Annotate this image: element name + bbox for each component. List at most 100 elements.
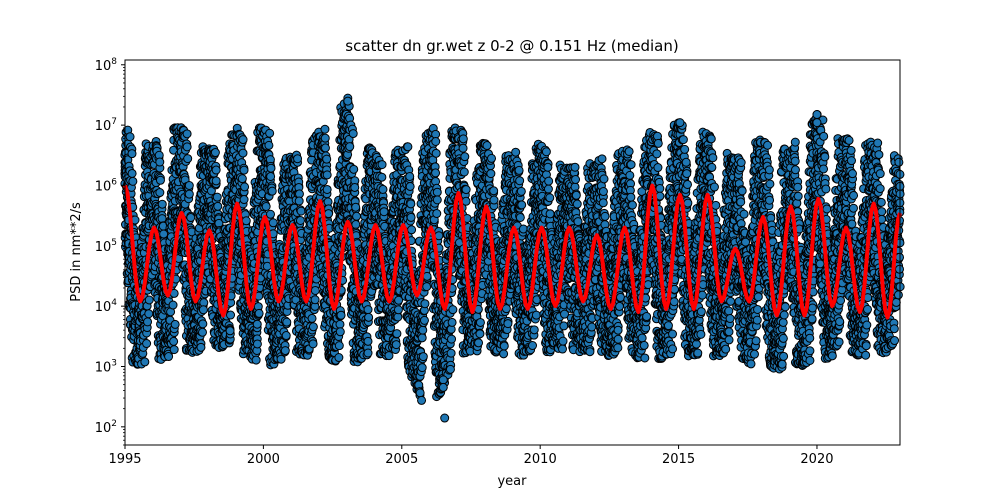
scatter-point — [308, 322, 318, 332]
scatter-point — [184, 180, 194, 190]
scatter-point — [265, 128, 275, 138]
scatter-point — [447, 334, 457, 344]
scatter-point — [155, 188, 165, 198]
scatter-point — [226, 310, 236, 320]
scatter-point — [393, 305, 403, 315]
scatter-point — [225, 326, 235, 336]
scatter-point — [417, 395, 427, 405]
scatter-point — [144, 295, 154, 305]
scatter-point — [392, 329, 402, 339]
scatter-point — [334, 353, 344, 363]
scatter-point — [127, 168, 137, 178]
scatter-point — [252, 339, 262, 349]
scatter-point — [324, 209, 334, 219]
scatter-point — [198, 305, 208, 315]
scatter-point — [391, 340, 401, 350]
scatter-point — [264, 140, 274, 150]
scatter-point — [140, 357, 150, 367]
scatter-point — [459, 167, 469, 177]
scatter-point — [364, 312, 374, 322]
scatter-point — [377, 172, 387, 182]
scatter-point — [169, 345, 179, 355]
scatter-point — [196, 342, 206, 352]
scatter-point — [351, 202, 361, 212]
scatter-point — [446, 348, 456, 358]
scatter-point — [254, 308, 264, 318]
scatter-point — [336, 310, 346, 320]
scatter-point — [431, 136, 441, 146]
scatter-point — [348, 129, 358, 139]
scatter-point — [266, 163, 276, 173]
scatter-point — [322, 154, 332, 164]
scatter-point — [142, 339, 152, 349]
scatter-point — [461, 196, 471, 206]
scatter-point — [186, 213, 196, 223]
scatter-point — [445, 364, 455, 374]
scatter-point — [461, 185, 471, 195]
scatter-point — [159, 229, 169, 239]
scatter-point — [335, 327, 345, 337]
scatter-point — [320, 143, 330, 153]
scatter-point — [363, 336, 373, 346]
scatter-point — [322, 184, 332, 194]
scatter-point — [352, 211, 362, 221]
scatter-point — [322, 170, 332, 180]
scatter-point — [183, 154, 193, 164]
scatter-point — [406, 212, 416, 222]
scatter-point — [377, 160, 387, 170]
scatter-point — [310, 295, 320, 305]
scatter-point — [405, 181, 415, 191]
scatter-point — [127, 149, 137, 159]
scatter-point — [294, 196, 304, 206]
scatter-point — [239, 195, 249, 205]
scatter-point — [276, 354, 286, 364]
scatter-point — [295, 215, 305, 225]
scatter-point — [293, 154, 303, 164]
scatter-point — [144, 309, 154, 319]
scatter-point — [335, 319, 345, 329]
scatter-point — [334, 341, 344, 351]
scatter-point — [417, 333, 427, 343]
scatter-point — [261, 202, 271, 212]
scatter-point — [350, 182, 360, 192]
scatter-point — [308, 339, 318, 349]
scatter-point — [351, 220, 361, 230]
scatter-point — [448, 305, 458, 315]
scatter-point — [434, 231, 444, 241]
scatter-point — [182, 129, 192, 139]
scatter-point — [458, 143, 468, 153]
scatter-point — [128, 176, 138, 186]
scatter-point — [155, 157, 165, 167]
scatter-point — [210, 148, 220, 158]
scatter-point — [349, 164, 359, 174]
scatter-point — [431, 148, 441, 158]
scatter-point — [168, 300, 178, 310]
scatter-point — [197, 327, 207, 337]
scatter-point — [345, 142, 355, 152]
scatter-point — [431, 168, 441, 178]
scatter-point — [407, 225, 417, 235]
scatter-point — [164, 352, 174, 362]
scatter-point — [296, 206, 306, 216]
scatter-point — [240, 182, 250, 192]
scatter-point — [403, 142, 413, 152]
scatter-point — [384, 351, 394, 361]
scatter-point — [198, 319, 208, 329]
scatter-point — [252, 319, 262, 329]
scatter-point — [447, 317, 457, 327]
scatter-point — [212, 192, 222, 202]
scatter-point — [405, 171, 415, 181]
scatter-point — [418, 325, 428, 335]
scatter-point — [169, 336, 179, 346]
scatter-point — [310, 285, 320, 295]
scatter-points — [120, 93, 905, 423]
scatter-point — [157, 199, 167, 209]
scatter-point — [266, 209, 276, 219]
scatter-point — [267, 186, 277, 196]
scatter-point — [432, 187, 442, 197]
scatter-point — [432, 209, 442, 219]
scatter-point — [415, 388, 425, 398]
scatter-point — [363, 348, 373, 358]
scatter-point — [307, 313, 317, 323]
scatter-point — [417, 363, 427, 373]
